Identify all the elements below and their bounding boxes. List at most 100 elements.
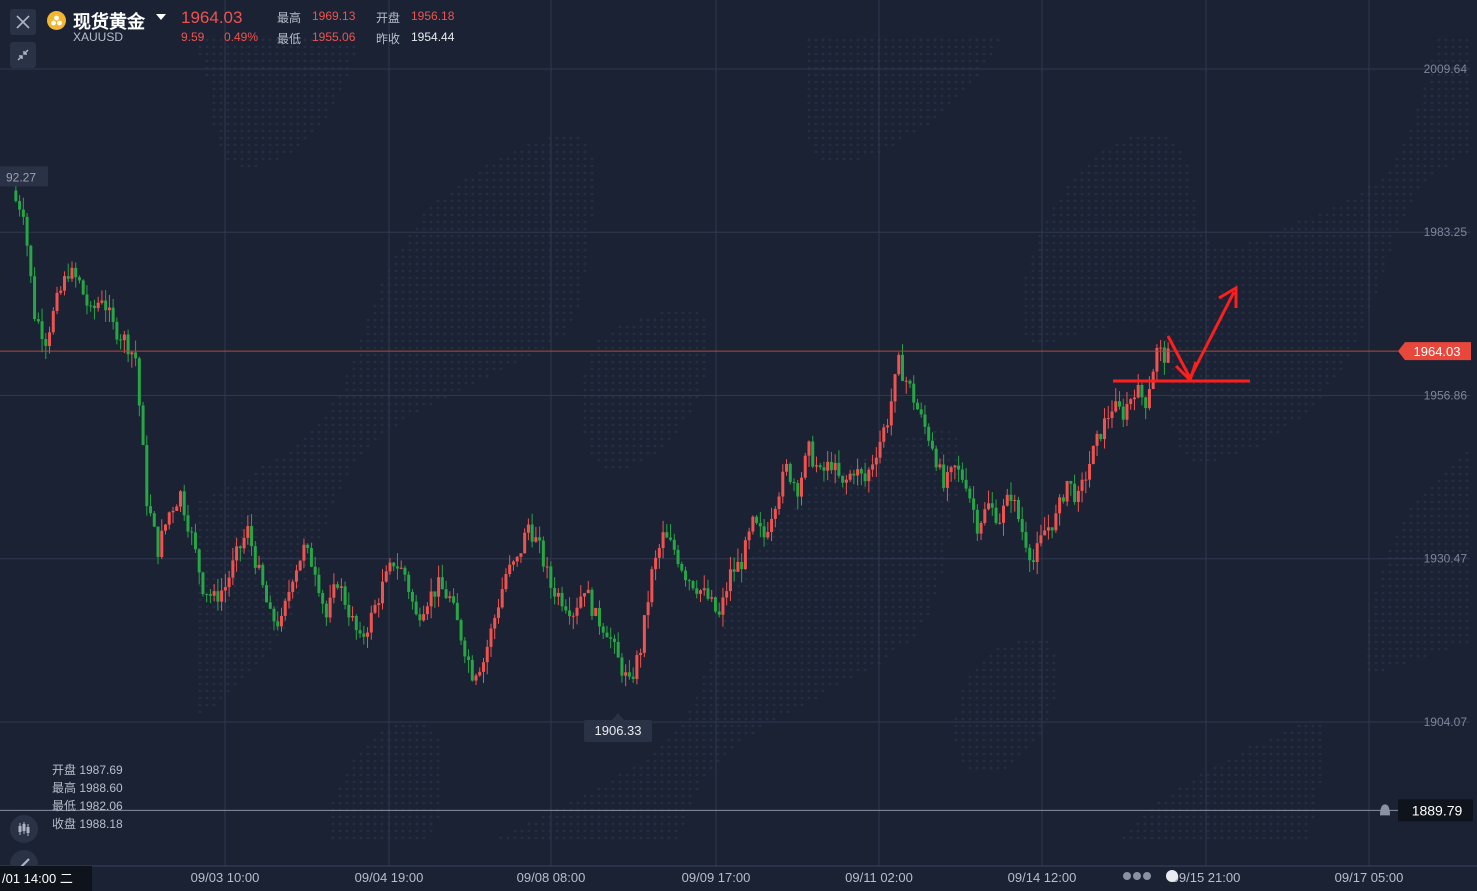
candle-body [279, 615, 283, 627]
candle-body [429, 591, 433, 607]
candle-body [508, 564, 512, 575]
candle-body [504, 574, 508, 590]
candle-body [425, 606, 429, 615]
candle-body [437, 577, 441, 597]
candle-body [814, 465, 818, 467]
alert-price-tag [1398, 799, 1473, 822]
candle-body [811, 441, 815, 467]
collapse-button[interactable] [10, 42, 36, 68]
price-change-percent: 0.49% [224, 30, 259, 44]
candle-body [889, 401, 893, 426]
candle-body [261, 564, 265, 586]
candle-body [336, 584, 340, 588]
candle-body [63, 276, 67, 291]
candle-body [979, 522, 983, 534]
candle-body [859, 469, 863, 474]
candle-body [36, 319, 40, 322]
candle-body [448, 596, 452, 599]
candle-body [77, 277, 81, 281]
candle-body [897, 354, 901, 375]
candle-body [1069, 481, 1073, 484]
candle-body [145, 444, 149, 507]
candle-body [785, 463, 789, 472]
candles [14, 182, 1170, 687]
candle-body [927, 426, 931, 441]
collapse-arrows-icon [17, 49, 29, 61]
candle-body [541, 540, 545, 567]
alert-price-label: 1889.79 [1412, 802, 1463, 818]
candle-body [104, 300, 108, 311]
candle-body [781, 471, 785, 497]
min-price-pointer [612, 713, 624, 721]
price-change: 9.59 [181, 30, 205, 44]
symbol-name[interactable]: 现货黄金 [73, 12, 145, 32]
low-value: 1955.06 [312, 30, 356, 44]
candle-body [18, 200, 22, 210]
candle-body [755, 516, 759, 524]
candle-body [1166, 348, 1170, 363]
candle-body [268, 602, 272, 609]
candle-body [1088, 463, 1092, 480]
candle-body [369, 612, 373, 633]
candle-body [190, 531, 194, 533]
candle-body [792, 481, 796, 484]
candle-body [867, 469, 871, 482]
candle-body [291, 581, 295, 593]
candle-body [938, 464, 942, 468]
candle-body [29, 245, 33, 277]
candle-body [893, 374, 897, 402]
candle-body [975, 509, 979, 534]
scroll-dot [1143, 872, 1151, 880]
candle-body [66, 276, 70, 279]
candle-body [332, 584, 336, 598]
x-tick-label: 09/11 02:00 [845, 870, 913, 885]
candle-body [901, 354, 905, 381]
candle-body [657, 548, 661, 558]
min-price-marker [584, 720, 652, 743]
candle-body [242, 537, 246, 549]
candle-body [1046, 527, 1050, 531]
candle-body [250, 526, 254, 547]
candle-body [1125, 404, 1129, 420]
candle-body [770, 518, 774, 533]
candle-body [616, 641, 620, 658]
x-tick-label: 09/17 05:00 [1335, 870, 1404, 885]
ohlc-low: 最低 1982.06 [52, 799, 123, 813]
candle-body [351, 616, 355, 618]
prev-close-label: 昨收 [376, 32, 401, 46]
candle-body [698, 590, 702, 594]
candle-body [904, 380, 908, 382]
candle-body [560, 592, 564, 607]
high-value: 1969.13 [312, 9, 356, 23]
candle-body [934, 448, 938, 468]
candle-body [48, 332, 52, 346]
last-price: 1964.03 [181, 8, 243, 27]
candle-body [583, 593, 587, 597]
candle-body [930, 440, 934, 449]
candle-body [743, 540, 747, 570]
candle-body [485, 646, 489, 663]
candle-body [777, 496, 781, 509]
candle-body [141, 405, 145, 445]
candle-body [287, 592, 291, 601]
chevron-down-icon[interactable] [156, 14, 166, 20]
candle-body [788, 463, 792, 482]
candle-body [1155, 347, 1159, 372]
candle-body [171, 510, 175, 513]
candle-body [564, 606, 568, 611]
candle-body [276, 621, 280, 627]
candle-body [579, 596, 583, 608]
ohlc-open: 开盘 1987.69 [52, 763, 123, 777]
candle-body [178, 491, 182, 507]
candle-body [1099, 433, 1103, 440]
candle-body [841, 475, 845, 483]
x-tick-label: 09/09 17:00 [682, 870, 751, 885]
candle-body [272, 608, 276, 622]
candle-type-button[interactable] [10, 815, 38, 843]
candle-body [1050, 527, 1054, 531]
candle-body [231, 560, 235, 578]
close-button[interactable] [10, 9, 36, 35]
candle-body [137, 358, 141, 406]
candle-body [418, 614, 422, 621]
